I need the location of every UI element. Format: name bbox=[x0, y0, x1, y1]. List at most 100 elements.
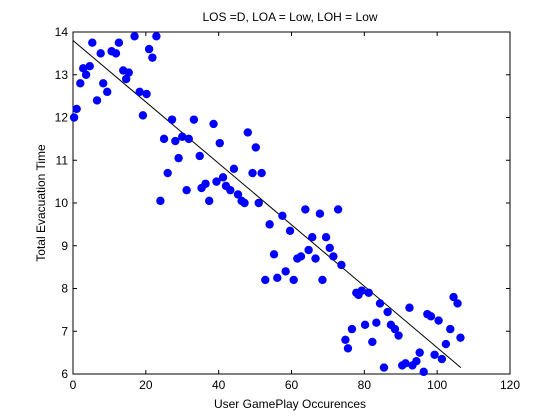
data-point bbox=[144, 44, 154, 54]
data-point bbox=[347, 324, 357, 334]
y-tick-label: 12 bbox=[55, 111, 69, 125]
data-point bbox=[148, 53, 157, 62]
data-point bbox=[215, 138, 224, 148]
data-point bbox=[178, 132, 187, 141]
data-point bbox=[159, 134, 169, 144]
data-point bbox=[229, 164, 239, 173]
data-point bbox=[360, 320, 370, 330]
data-point bbox=[453, 299, 462, 308]
data-point bbox=[437, 354, 447, 364]
y-tick-label: 10 bbox=[55, 196, 69, 210]
data-point bbox=[135, 87, 144, 97]
data-point bbox=[383, 307, 392, 317]
data-point bbox=[419, 367, 428, 377]
data-point bbox=[81, 70, 91, 79]
data-point bbox=[269, 250, 279, 259]
data-point bbox=[333, 205, 343, 214]
data-point bbox=[278, 211, 287, 221]
data-point bbox=[251, 143, 261, 152]
data-point bbox=[446, 324, 455, 334]
y-tick-label: 8 bbox=[61, 282, 68, 296]
x-tick-label: 120 bbox=[500, 378, 520, 392]
data-point bbox=[163, 168, 172, 178]
data-point bbox=[329, 252, 338, 261]
y-tick-label: 14 bbox=[55, 25, 69, 39]
data-point bbox=[364, 288, 373, 297]
x-tick-label: 40 bbox=[212, 378, 226, 392]
data-point bbox=[318, 275, 327, 285]
y-tick-label: 13 bbox=[55, 68, 69, 82]
y-axis-label: Total Evacuation Time bbox=[34, 144, 48, 262]
data-point bbox=[311, 254, 320, 263]
x-tick-label: 60 bbox=[285, 378, 299, 392]
data-point bbox=[412, 356, 421, 366]
data-point bbox=[273, 273, 282, 283]
data-point bbox=[195, 151, 204, 161]
data-point bbox=[401, 359, 410, 368]
data-point bbox=[456, 333, 465, 342]
data-point bbox=[434, 316, 443, 325]
data-point bbox=[296, 252, 306, 261]
y-tick-label: 6 bbox=[61, 367, 68, 381]
data-point bbox=[92, 96, 102, 105]
data-point bbox=[130, 32, 139, 41]
data-point bbox=[243, 128, 252, 137]
data-point bbox=[138, 111, 148, 120]
data-point bbox=[441, 339, 451, 349]
axes bbox=[72, 31, 511, 375]
data-point bbox=[248, 168, 257, 178]
data-point bbox=[167, 115, 177, 124]
data-point bbox=[379, 363, 389, 372]
data-point bbox=[405, 303, 414, 312]
data-point bbox=[142, 89, 151, 99]
data-point bbox=[182, 185, 191, 195]
data-point bbox=[96, 49, 105, 58]
data-point bbox=[212, 177, 221, 186]
data-point bbox=[218, 173, 228, 182]
data-point bbox=[426, 312, 436, 321]
data-point bbox=[415, 348, 424, 357]
data-point bbox=[88, 38, 97, 47]
data-point bbox=[390, 324, 400, 334]
data-point bbox=[325, 243, 334, 253]
x-tick-label: 0 bbox=[70, 378, 77, 392]
y-tick-label: 7 bbox=[61, 324, 68, 338]
data-point bbox=[301, 205, 310, 214]
data-point bbox=[209, 119, 218, 129]
data-point bbox=[341, 335, 350, 344]
data-point bbox=[189, 115, 199, 124]
data-point bbox=[254, 198, 263, 208]
data-point bbox=[337, 260, 346, 270]
data-point bbox=[233, 190, 243, 199]
x-axis-label: User GamePlay Occurences bbox=[214, 397, 366, 411]
data-point bbox=[308, 233, 317, 242]
data-point bbox=[281, 267, 290, 276]
data-point bbox=[265, 220, 274, 229]
data-point bbox=[372, 318, 381, 327]
data-point bbox=[261, 275, 270, 285]
data-point bbox=[204, 196, 214, 206]
data-point bbox=[76, 79, 85, 88]
chart-title: LOS =D, LOA = Low, LOH = Low bbox=[202, 10, 377, 24]
data-point bbox=[201, 179, 210, 188]
data-point bbox=[114, 38, 124, 47]
data-point bbox=[72, 104, 81, 114]
y-tick-label: 9 bbox=[61, 239, 68, 253]
data-point bbox=[124, 68, 133, 77]
x-tick-label: 100 bbox=[427, 378, 447, 392]
data-point bbox=[289, 275, 298, 285]
data-point bbox=[171, 136, 180, 146]
data-point bbox=[103, 87, 112, 97]
data-point bbox=[111, 49, 121, 58]
data-point bbox=[99, 79, 108, 88]
data-point bbox=[85, 61, 94, 71]
data-point bbox=[184, 134, 194, 144]
data-point bbox=[343, 344, 353, 353]
data-point bbox=[304, 245, 313, 255]
data-point bbox=[240, 198, 249, 208]
data-point bbox=[449, 292, 458, 302]
data-point bbox=[69, 113, 79, 122]
tick-labels: 0 20 40 60 80 100 120 6 7 8 9 10 11 12 13 14 bbox=[55, 25, 521, 392]
